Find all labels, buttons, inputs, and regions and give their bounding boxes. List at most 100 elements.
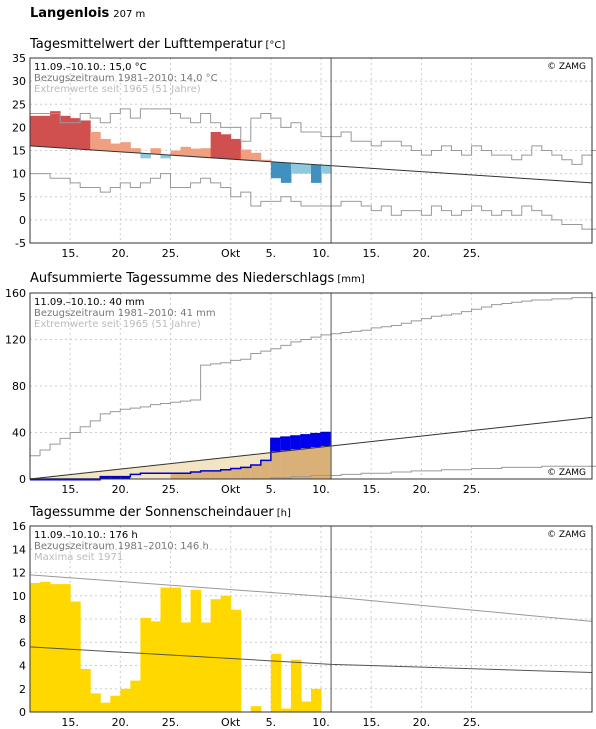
sunshine-x-tick-label: 25. [463, 716, 481, 729]
temperature-title-text: Tagesmittelwert der Lufttemperatur [30, 37, 263, 52]
precipitation-normal-area [180, 461, 192, 479]
temperature-daily-bar [321, 165, 332, 174]
temperature-daily-bar [70, 118, 81, 149]
sunshine-daily-bar [200, 622, 212, 712]
precipitation-x-tick-label: 20. [112, 483, 130, 496]
precipitation-observed-bar [110, 476, 121, 479]
temperature-daily-bar [140, 153, 151, 159]
sunshine-daily-bar [190, 589, 202, 712]
sunshine-daily-bar [210, 599, 222, 712]
precipitation-normal-area [130, 466, 141, 479]
precipitation-normal-area [190, 460, 202, 479]
sunshine-daily-bar [120, 688, 131, 712]
precipitation-x-tick-label: 5. [266, 483, 277, 496]
temperature-extreme-max-line [30, 108, 596, 165]
precipitation-y-tick-label: 0 [19, 473, 26, 486]
temperature-daily-bar [90, 132, 101, 151]
station-title: Langenlois 207 m [30, 6, 145, 21]
precipitation-x-tick-label: 20. [413, 483, 431, 496]
sunshine-copyright: © ZAMG [547, 530, 586, 540]
precipitation-surplus-bar [270, 438, 282, 452]
temperature-daily-bar [150, 148, 161, 155]
precipitation-deficit-area [270, 451, 282, 479]
temperature-plot-frame [29, 57, 593, 244]
precipitation-y-tick-label: 160 [5, 287, 26, 300]
temperature-copyright: © ZAMG [547, 62, 586, 72]
sunshine-daily-bar [90, 693, 101, 712]
precipitation-deficit-area [160, 473, 171, 479]
temperature-daily-bar [60, 115, 71, 149]
precipitation-normal-area [170, 462, 182, 479]
sunshine-legend-line-3: Maxima seit 1971 [34, 552, 123, 563]
precipitation-deficit-area [300, 448, 312, 479]
precipitation-surplus-bar [280, 437, 292, 451]
sunshine-daily-bar [220, 595, 232, 712]
temperature-y-tick-label: 5 [19, 191, 26, 204]
precipitation-normal-area [50, 475, 61, 479]
temperature-x-tick-label: 15. [61, 247, 79, 260]
sunshine-y-tick-label: 12 [12, 567, 26, 580]
sunshine-legend-line-2: Bezugszeitraum 1981–2010: 146 h [34, 541, 209, 552]
temperature-daily-bar [180, 146, 192, 157]
temperature-extreme-min-line [30, 173, 596, 230]
sunshine-daily-bar [311, 688, 322, 712]
precipitation-deficit-area [250, 465, 262, 479]
temperature-daily-bar [80, 120, 91, 150]
precipitation-extreme-max-line [30, 297, 596, 457]
temperature-daily-bar [160, 154, 171, 159]
temperature-y-tick-label: 0 [19, 214, 26, 227]
temperature-chart-title: Tagesmittelwert der Lufttemperatur [°C] [30, 37, 285, 52]
precipitation-normal-area [100, 470, 111, 479]
sunshine-x-tick-label: Okt [221, 716, 241, 729]
sunshine-daily-bar [110, 695, 121, 712]
sunshine-daily-bar [280, 708, 292, 712]
sunshine-daily-bar [100, 702, 111, 712]
temperature-daily-bar [120, 142, 131, 153]
temperature-daily-bar [40, 115, 51, 147]
temperature-daily-bar [270, 162, 282, 179]
temperature-legend-line-2: Bezugszeitraum 1981–2010: 14,0 °C [34, 73, 218, 84]
temperature-daily-bar [170, 150, 182, 156]
sunshine-daily-bar [170, 587, 182, 712]
sunshine-daily-bar [160, 587, 171, 712]
sunshine-y-tick-label: 4 [19, 660, 26, 673]
sunshine-x-tick-label: 20. [413, 716, 431, 729]
temperature-daily-bar [290, 163, 302, 174]
precipitation-surplus-bar [290, 435, 302, 450]
temperature-x-tick-label: Okt [221, 247, 241, 260]
precipitation-title-text: Aufsummierte Tagessumme des Niederschlag… [30, 271, 335, 286]
sunshine-daily-bar [230, 609, 242, 712]
precipitation-y-tick-label: 120 [5, 334, 26, 347]
precipitation-y-tick-label: 80 [12, 380, 26, 393]
temperature-y-tick-label: -5 [15, 237, 26, 250]
precipitation-copyright: © ZAMG [547, 468, 586, 478]
sunshine-x-tick-label: 15. [362, 716, 380, 729]
precipitation-normal-area [160, 463, 171, 479]
station-elevation: 207 m [113, 9, 146, 20]
precipitation-x-tick-label: 25. [162, 483, 180, 496]
sunshine-daily-bar [180, 622, 192, 712]
temperature-unit: [°C] [265, 40, 286, 51]
sunshine-daily-bar [80, 668, 91, 712]
sunshine-daily-bar [40, 581, 51, 712]
sunshine-x-tick-label: 25. [162, 716, 180, 729]
temperature-plot: -5 0 5 10 15 20 25 30 35 15. 20. 25. Okt 5. 10. 15. 20. 2… [12, 52, 596, 260]
temperature-daily-bar [110, 143, 121, 152]
sunshine-daily-bar [140, 617, 151, 712]
temperature-x-tick-label: 25. [162, 247, 180, 260]
temperature-daily-bar [240, 149, 252, 161]
temperature-daily-bar [50, 111, 61, 148]
precipitation-deficit-area [210, 470, 222, 479]
precipitation-normal-area [40, 476, 51, 479]
precipitation-deficit-area [190, 472, 202, 479]
temperature-legend-line-3: Extremwerte seit 1965 (51 Jahre) [34, 84, 201, 95]
temperature-daily-bar [220, 134, 232, 159]
sunshine-chart-title: Tagessumme der Sonnenscheindauer [h] [30, 505, 291, 520]
precipitation-observed-line [30, 431, 332, 480]
sunshine-x-tick-label: 5. [266, 716, 277, 729]
temperature-x-tick-label: 20. [413, 247, 431, 260]
precipitation-deficit-area [280, 450, 292, 479]
precipitation-normal-area [70, 473, 81, 479]
temperature-daily-bar [280, 162, 292, 183]
